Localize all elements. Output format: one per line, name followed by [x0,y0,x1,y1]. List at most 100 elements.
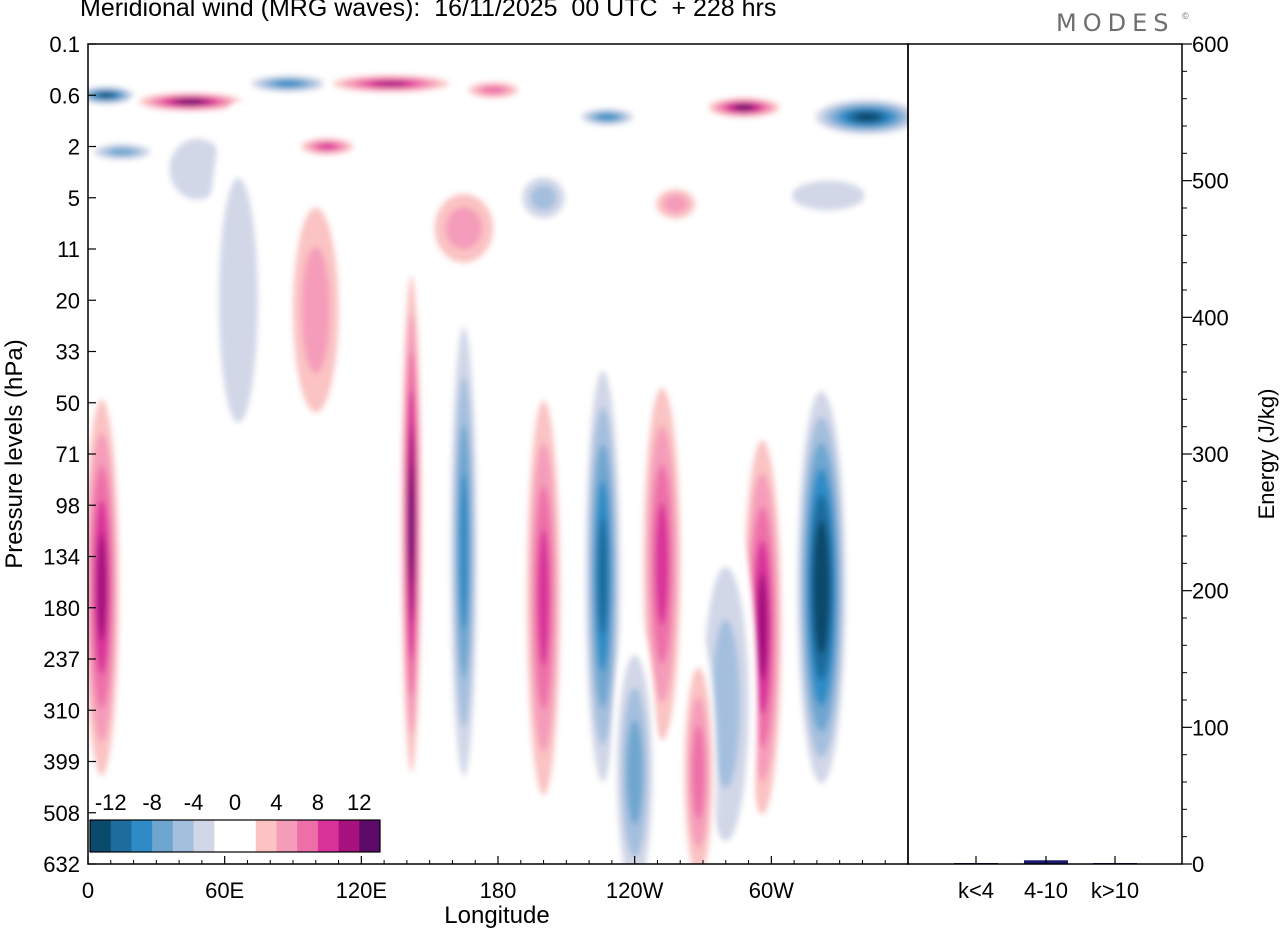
contour-band [711,619,740,789]
contour-band [663,194,688,214]
contour-band [301,246,330,374]
heatmap-feature [88,365,123,810]
heatmap-feature [794,365,849,810]
contour-band [791,180,865,211]
y-tick-label: 0.6 [49,83,80,108]
colorbar-swatch [276,820,298,852]
energy-tick-label: 200 [1192,579,1229,604]
modes-logo: MODES [1056,9,1175,37]
y-tick-label: 237 [43,647,80,672]
heatmap-feature [769,171,888,220]
heatmap-feature [680,638,717,864]
energy-category-label: k>10 [1091,878,1139,903]
contour-band [482,86,505,94]
contour-band [109,148,135,156]
colorbar-swatch [172,820,195,852]
heatmap-panel: 0 60E 120E 180 120W 60W 0.1 0.6 2 5 11 20 33 50 71 98 13… [43,32,908,903]
heatmap-feature [639,349,685,780]
x-tick-label: 60W [749,878,794,903]
y-tick-label: 134 [43,545,80,570]
contour-band [445,207,483,250]
heatmap-feature [703,96,785,119]
y-tick-label: 20 [56,288,80,313]
heatmap-feature [131,91,250,113]
y-tick-label: 33 [56,340,80,365]
energy-frame [907,43,1183,865]
heatmap-feature [295,136,360,157]
contour-band [218,177,258,423]
colorbar-label: 8 [312,790,324,815]
heatmap-feature [88,141,159,162]
contour-band [275,80,302,87]
contour-band [530,185,557,211]
heatmap-feature [322,73,460,94]
contour-band [655,502,669,626]
x-axis-label: Longitude [444,902,549,929]
y-tick-label: 71 [56,442,80,467]
colorbar-label: 4 [270,790,282,815]
energy-tick-label: 300 [1192,442,1229,467]
x-tick-label: 0 [82,878,94,903]
colorbar-label: 12 [347,790,371,815]
y-axis-label: Pressure levels (hPa) [1,339,28,568]
heatmap-feature [513,169,574,227]
y-tick-label: 310 [43,698,80,723]
colorbar-swatch [214,820,236,852]
heatmap-feature [461,80,526,101]
colorbar-swatch [152,820,174,852]
contour-band [756,573,768,681]
contour-band [318,143,337,150]
colorbar-swatch [359,820,381,852]
y-tick-label: 98 [56,493,80,518]
y-tick-label: 5 [68,186,80,211]
contour-band [459,473,469,630]
chart-title: Meridional wind (MRG waves): 16/11/2025 … [80,0,777,22]
y-tick-label: 399 [43,750,80,775]
contour-band [409,464,414,585]
energy-bars: 0 100 200 300 400 500 600 k<4 4-10 k>10 [954,32,1229,903]
y-tick-label: 2 [68,135,80,160]
y-tick-label: 632 [43,852,80,877]
colorbar-swatch [317,820,340,852]
colorbar-swatch [131,820,153,852]
heatmap-feature [447,278,480,825]
colorbar-label: -12 [95,790,127,815]
contour-band [854,112,880,122]
y-tick-label: 50 [56,391,80,416]
contour-band [99,93,113,98]
x-tick-label: 180 [480,878,517,903]
colorbar-swatch [110,820,132,852]
contour-band [626,720,643,825]
contour-band [735,105,753,110]
heatmap-feature [242,73,334,94]
colorbar-label: 0 [229,790,241,815]
contour-band [96,533,107,642]
x-tick-label: 120W [606,878,664,903]
energy-category-label: k<4 [958,878,994,903]
heatmap-feature [400,238,423,810]
copyright-mark: © [1182,11,1189,21]
energy-axis-label: Energy (J/kg) [1254,389,1279,520]
colorbar-swatch [193,820,215,852]
heatmap-feature [88,85,139,106]
energy-panel-background [908,44,1182,864]
contour-band [374,81,408,87]
energy-category-label: 4-10 [1024,878,1068,903]
contour-band [816,546,827,629]
contour-band [598,114,617,120]
heatmap-feature [575,106,640,127]
heatmap-field [88,73,908,864]
y-tick-label: 0.1 [49,32,80,57]
heatmap-feature [611,622,658,864]
colorbar-swatch [235,820,257,852]
colorbar-swatch [297,820,319,852]
contour-band [692,725,705,820]
colorbar-label: -8 [142,790,162,815]
heatmap-feature [283,167,348,453]
energy-tick-label: 600 [1192,32,1229,57]
y-tick-label: 180 [43,596,80,621]
energy-bar-panel: 0 100 200 300 400 500 600 k<4 4-10 k>10 [908,32,1229,903]
colorbar-swatch [338,820,360,852]
energy-tick-label: 400 [1192,305,1229,330]
